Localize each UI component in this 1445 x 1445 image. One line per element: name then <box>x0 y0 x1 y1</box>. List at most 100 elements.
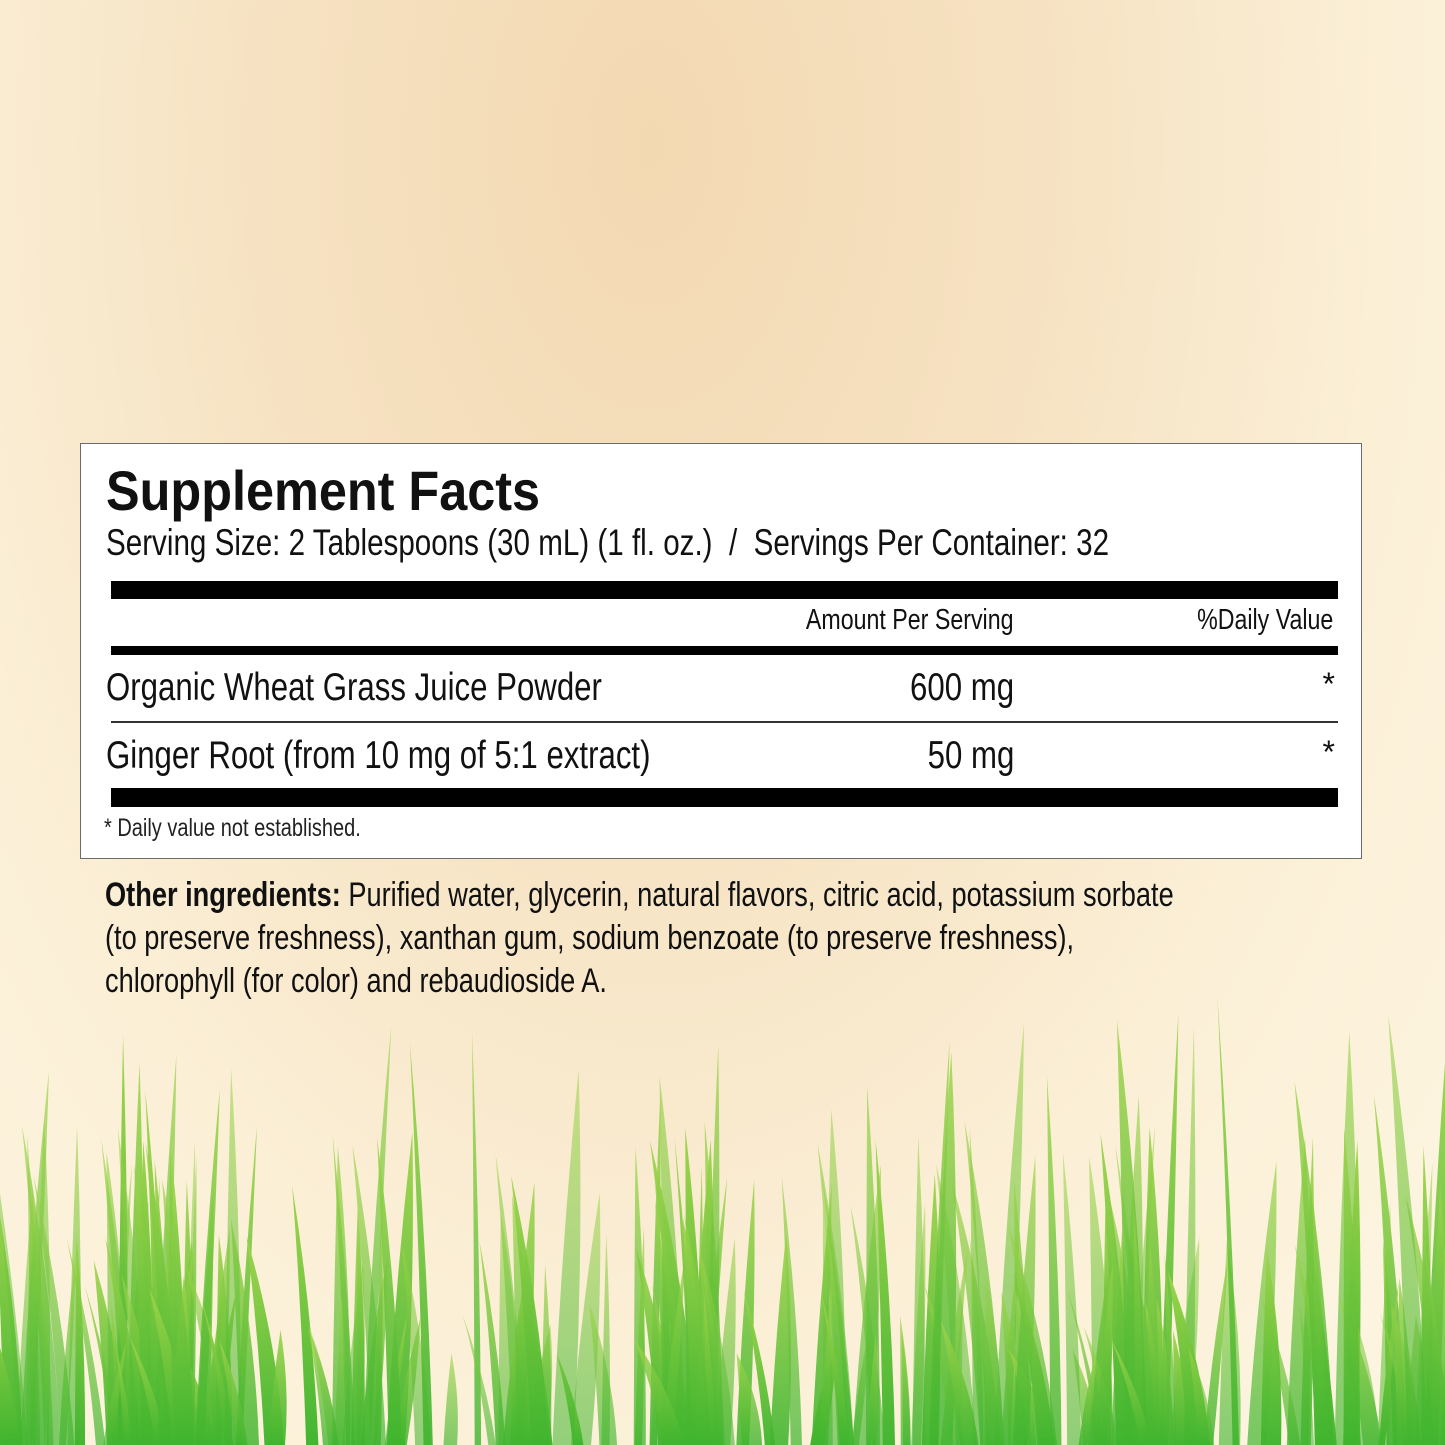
grass-blade <box>1144 1297 1168 1445</box>
grass-blade <box>129 1335 168 1445</box>
grass-blade <box>649 1090 661 1445</box>
other-ingredients-line: Purified water, glycerin, natural flavor… <box>340 876 1174 914</box>
grass-blade <box>1008 1349 1052 1445</box>
grass-blade <box>1378 1282 1399 1445</box>
other-ingredients-label: Other ingredients: <box>105 876 341 914</box>
grass-blade <box>1334 1031 1358 1445</box>
grass-blade <box>661 1259 683 1445</box>
grass-blade <box>292 1185 319 1445</box>
grass-blade <box>105 1237 146 1445</box>
grass-blade <box>1169 1237 1200 1445</box>
supplement-facts-panel: Supplement Facts Serving Size: 2 Tablesp… <box>80 443 1362 859</box>
grass-blade <box>851 1313 873 1445</box>
grass-blade <box>1115 1143 1150 1445</box>
grass-blade <box>692 1310 707 1445</box>
grass-blade <box>395 1318 421 1445</box>
grass-blade <box>850 1204 885 1445</box>
grass-blade <box>127 1063 144 1445</box>
grass-blade <box>135 1141 154 1445</box>
grass-blade <box>1430 1182 1445 1445</box>
grass-blade <box>25 1178 46 1445</box>
grass-blade <box>351 1208 365 1445</box>
grass-blade <box>714 1238 736 1445</box>
grass-blade <box>268 1329 287 1445</box>
grass-blade <box>1102 1193 1112 1445</box>
grass-blade <box>940 1247 968 1445</box>
grass-blade <box>556 1354 584 1445</box>
grass-blade <box>0 1357 7 1445</box>
grass-blade <box>1247 1161 1277 1445</box>
grass-blade <box>21 1125 62 1445</box>
grass-blade <box>865 1085 880 1445</box>
grass-blade <box>695 1164 704 1445</box>
grass-blade <box>969 1233 989 1445</box>
grass-blade <box>134 1165 163 1445</box>
grass-blade <box>503 1294 527 1445</box>
grass-blade <box>1344 1354 1362 1445</box>
grass-blade <box>1001 1291 1028 1445</box>
grass-blade <box>655 1200 678 1445</box>
grass-blade <box>167 1147 179 1445</box>
grass-blade <box>650 1300 667 1445</box>
grass-blade <box>162 1179 196 1445</box>
grass-blade <box>1062 1152 1082 1445</box>
grass-blade <box>120 1200 149 1445</box>
ingredient-name: Ginger Root (from 10 mg of 5:1 extract) <box>106 734 651 777</box>
grass-blade <box>969 1128 984 1445</box>
grass-blade <box>901 1329 911 1445</box>
grass-blade <box>1121 1095 1143 1445</box>
grass-blade <box>362 1025 392 1445</box>
grass-blade <box>687 1242 721 1445</box>
grass-blade <box>1338 1294 1383 1445</box>
grass-blade <box>912 1136 925 1445</box>
grass-blade <box>360 1256 388 1445</box>
grass-blade <box>116 1348 132 1445</box>
grass-blade <box>692 1351 714 1445</box>
grass-blade <box>781 1177 802 1445</box>
grass-blade <box>811 1182 832 1445</box>
grass-blade <box>32 1118 51 1445</box>
grass-blade <box>146 1299 173 1445</box>
grass-blade <box>524 1352 533 1445</box>
grass-blade <box>526 1324 553 1445</box>
grass-blade <box>1286 1137 1311 1445</box>
other-ingredients: Other ingredients: Purified water, glyce… <box>105 874 1174 1003</box>
grass-blade <box>202 1302 234 1445</box>
grass-blade <box>1072 1349 1100 1445</box>
grass-blade <box>16 1193 38 1445</box>
grass-blade <box>169 1276 191 1445</box>
grass-blade <box>1116 1020 1147 1445</box>
grass-blade <box>27 1134 41 1445</box>
grass-blade <box>149 1288 193 1445</box>
grass-blade <box>101 1139 135 1445</box>
grass-blade <box>1396 1277 1412 1445</box>
grass-blade <box>33 1176 75 1445</box>
grass-blade <box>1377 1201 1392 1445</box>
grass-blade <box>936 1163 976 1445</box>
grass-blade <box>1111 1340 1152 1445</box>
grass-blade <box>111 1163 133 1445</box>
grass-blade <box>1294 1243 1336 1445</box>
grass-blade <box>1123 1220 1163 1445</box>
grass-blade <box>810 1343 837 1445</box>
grass-blade <box>1141 1127 1163 1445</box>
grass-blade <box>964 1120 1005 1445</box>
grass-blade <box>462 1314 497 1445</box>
grass-blade <box>117 1034 128 1445</box>
grass-blade <box>332 1134 355 1445</box>
grass-blade <box>931 1051 957 1445</box>
grass-blade <box>106 1151 130 1445</box>
grass-blade <box>633 1337 685 1445</box>
grass-blade <box>479 1241 506 1445</box>
grass-blade <box>900 1315 911 1445</box>
grass-blade <box>911 1202 926 1445</box>
grass-blade <box>1261 1298 1301 1445</box>
grass-blade <box>1204 1259 1228 1445</box>
grass-blade <box>138 1130 158 1445</box>
grass-blade <box>195 1089 220 1445</box>
panel-title: Supplement Facts <box>106 459 541 522</box>
grass-blade <box>824 1109 846 1445</box>
grass-blade <box>472 1031 482 1445</box>
grass-blade <box>929 1040 950 1445</box>
grass-blade <box>154 1159 172 1445</box>
